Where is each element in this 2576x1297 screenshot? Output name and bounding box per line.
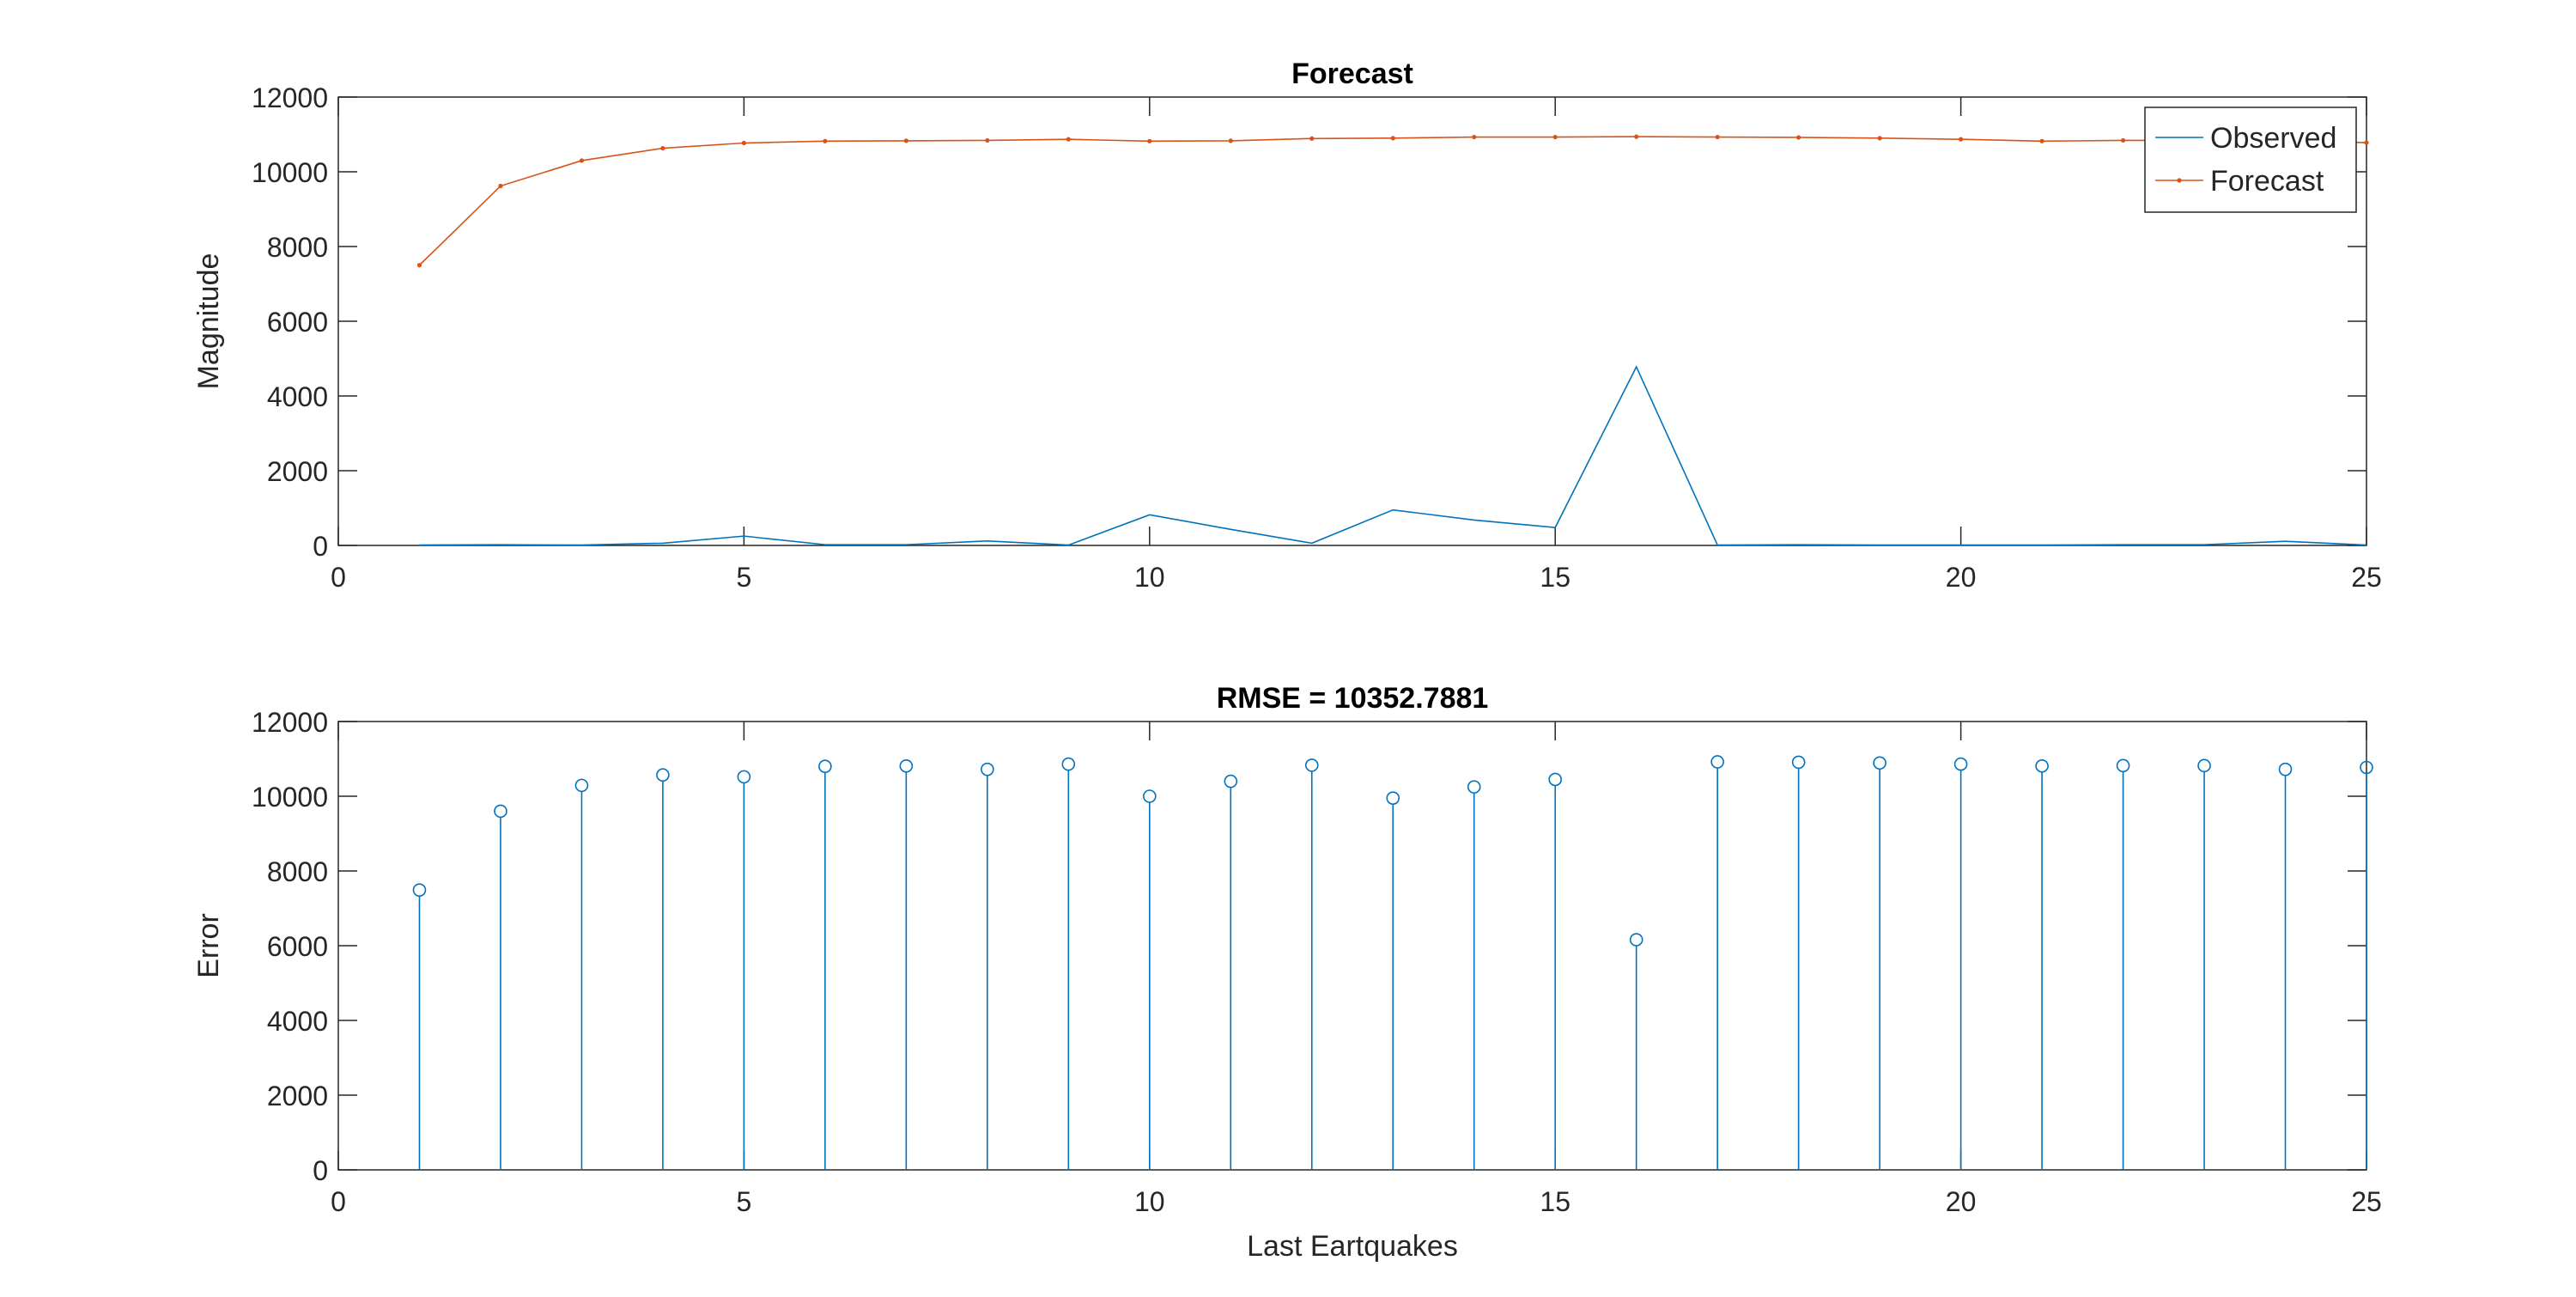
stem-marker xyxy=(1061,757,1076,771)
stem-marker xyxy=(1710,755,1724,769)
x-tick-label: 25 xyxy=(2351,1186,2382,1217)
stem-marker xyxy=(1953,757,1968,771)
data-point xyxy=(2120,137,2126,143)
stem-marker xyxy=(1467,780,1481,794)
y-tick-label: 12000 xyxy=(252,707,328,738)
x-tick-label: 20 xyxy=(1946,562,1977,593)
stem-marker xyxy=(737,770,751,784)
data-point xyxy=(660,145,665,151)
y-tick-label: 4000 xyxy=(267,381,328,412)
stem-marker xyxy=(2035,758,2049,773)
x-tick-label: 15 xyxy=(1540,1186,1571,1217)
y-tick-label: 2000 xyxy=(267,456,328,487)
data-point xyxy=(1147,138,1152,143)
stem-marker xyxy=(818,759,832,774)
data-point xyxy=(416,263,422,268)
data-point xyxy=(2039,138,2044,143)
stem-marker xyxy=(1224,774,1238,789)
stem-marker xyxy=(2360,760,2373,775)
data-point xyxy=(1715,134,1720,140)
stem-marker xyxy=(1791,755,1806,770)
y-tick-label: 8000 xyxy=(267,856,328,887)
data-point xyxy=(985,137,990,143)
stem-marker xyxy=(981,762,994,776)
x-tick-label: 10 xyxy=(1134,562,1165,593)
legend-label: Observed xyxy=(2210,122,2336,155)
y-tick-label: 6000 xyxy=(267,931,328,962)
data-point xyxy=(2364,140,2369,145)
y-tick-label: 0 xyxy=(313,1155,328,1186)
x-tick-label: 5 xyxy=(737,562,752,593)
stem-marker xyxy=(1304,758,1319,772)
axes-box xyxy=(337,96,2367,546)
data-point xyxy=(498,183,503,189)
plot-area xyxy=(338,722,2366,1170)
data-point xyxy=(823,138,828,143)
stem-marker xyxy=(2197,758,2211,773)
y-axis-label: Error xyxy=(192,913,225,978)
x-tick-label: 15 xyxy=(1540,562,1571,593)
data-point xyxy=(1066,137,1071,142)
legend-label: Forecast xyxy=(2210,165,2324,198)
y-tick-label: 10000 xyxy=(252,782,328,813)
stem-marker xyxy=(574,778,589,793)
legend-box xyxy=(2144,107,2357,213)
data-point xyxy=(1877,136,1882,141)
stem-marker xyxy=(412,883,427,897)
y-tick-label: 2000 xyxy=(267,1081,328,1111)
stem-marker xyxy=(494,804,507,819)
stem-marker xyxy=(1143,789,1157,803)
data-point xyxy=(1390,136,1395,141)
y-tick-label: 4000 xyxy=(267,1006,328,1037)
y-tick-label: 6000 xyxy=(267,307,328,338)
legend: Observed Forecast xyxy=(2144,107,2357,213)
chart-title: Forecast xyxy=(1291,58,1413,90)
x-tick-label: 0 xyxy=(331,562,346,593)
stem-marker xyxy=(656,768,670,782)
data-point xyxy=(1228,138,1233,143)
stem-marker xyxy=(1386,791,1400,805)
y-tick-label: 12000 xyxy=(252,82,328,113)
chart-forecast: 0 5 10 15 20 25 0 2000 4000 6000 8000 10000 12000 For… xyxy=(192,58,2382,593)
stem-marker xyxy=(1548,772,1562,787)
data-point xyxy=(1959,137,1964,142)
y-tick-label: 10000 xyxy=(252,157,328,188)
data-point xyxy=(903,138,908,143)
y-axis-label: Magnitude xyxy=(192,253,225,390)
stem-marker xyxy=(1873,756,1886,770)
plot-area xyxy=(338,97,2366,545)
y-tick-label: 8000 xyxy=(267,232,328,263)
x-tick-label: 10 xyxy=(1134,1186,1165,1217)
x-tick-label: 25 xyxy=(2351,562,2382,593)
x-axis-label: Last Eartquakes xyxy=(1247,1230,1458,1263)
x-tick-label: 0 xyxy=(331,1186,346,1217)
legend-marker xyxy=(2177,178,2182,183)
series-line-observed xyxy=(419,365,2367,546)
data-point xyxy=(1552,134,1558,140)
chart-error: 0 5 10 15 20 25 0 2000 4000 6000 8000 10000 12000 RMS… xyxy=(192,682,2382,1263)
chart-title: RMSE = 10352.7881 xyxy=(1217,682,1489,715)
x-tick-label: 5 xyxy=(737,1186,752,1217)
stem-marker xyxy=(2116,758,2130,773)
stem-marker xyxy=(1629,933,1643,947)
x-tick-label: 20 xyxy=(1946,1186,1977,1217)
data-point xyxy=(1634,134,1639,139)
data-point xyxy=(1796,135,1801,140)
data-point xyxy=(741,140,747,146)
y-tick-label: 0 xyxy=(313,531,328,562)
stem-marker xyxy=(2278,762,2293,776)
data-point xyxy=(1472,134,1477,140)
stem-marker xyxy=(899,758,914,773)
data-point xyxy=(1309,136,1315,141)
data-point xyxy=(579,158,585,163)
